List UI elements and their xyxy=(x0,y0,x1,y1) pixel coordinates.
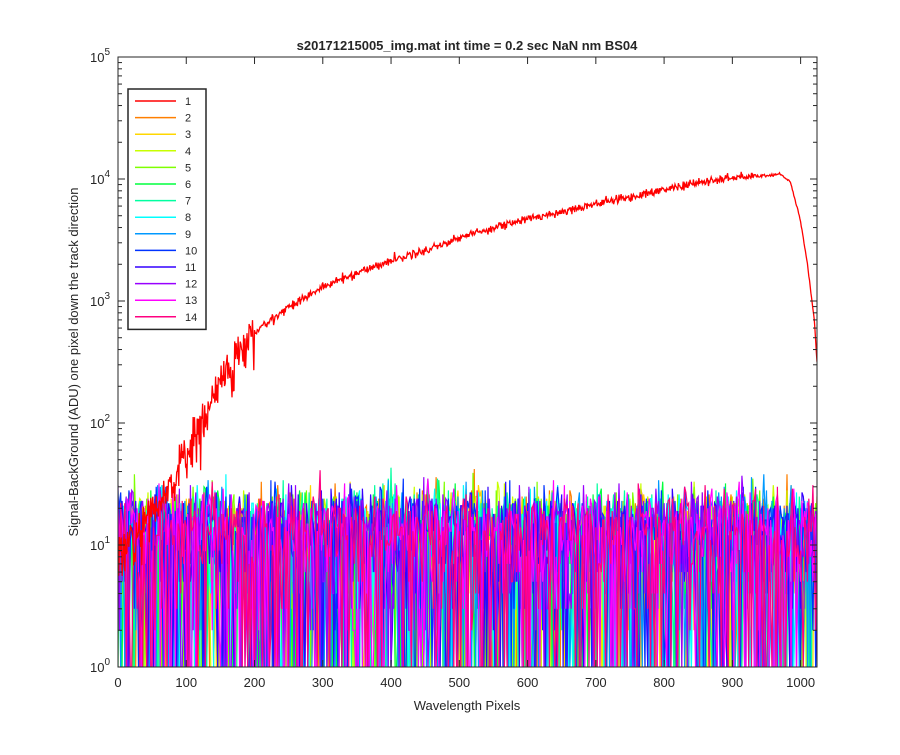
legend-label-1: 1 xyxy=(185,96,191,108)
legend-label-10: 10 xyxy=(185,245,197,257)
legend-label-14: 14 xyxy=(185,312,197,324)
legend-box xyxy=(127,88,207,331)
chart-title: s20171215005_img.mat int time = 0.2 sec … xyxy=(297,38,638,53)
x-tick-label: 0 xyxy=(114,675,121,690)
y-tick-label: 100 xyxy=(90,657,110,675)
x-tick-label: 500 xyxy=(448,675,470,690)
legend-label-3: 3 xyxy=(185,129,191,141)
legend-label-12: 12 xyxy=(185,279,197,291)
legend-label-9: 9 xyxy=(185,229,191,241)
y-tick-label: 101 xyxy=(90,535,110,553)
x-tick-label: 200 xyxy=(244,675,266,690)
y-axis-label: Signal-BackGround (ADU) one pixel down t… xyxy=(66,187,81,536)
y-tick-label: 102 xyxy=(90,413,110,431)
y-tick-label: 105 xyxy=(90,47,110,65)
legend-label-8: 8 xyxy=(185,212,191,224)
legend-label-2: 2 xyxy=(185,113,191,125)
x-tick-label: 700 xyxy=(585,675,607,690)
legend-label-11: 11 xyxy=(185,262,196,274)
series-line-13 xyxy=(118,478,817,667)
x-axis-label: Wavelength Pixels xyxy=(414,698,521,713)
x-tick-label: 1000 xyxy=(786,675,815,690)
x-tick-label: 900 xyxy=(722,675,744,690)
axes: 0 100 200 300 400 500 600 700 800 900 100010010110… xyxy=(90,47,818,690)
x-tick-label: 800 xyxy=(653,675,675,690)
series-line-5 xyxy=(118,472,817,667)
y-tick-label: 104 xyxy=(90,169,110,187)
series-line-1 xyxy=(118,171,817,576)
legend-label-4: 4 xyxy=(185,146,191,158)
series-line-14 xyxy=(118,470,817,667)
plot-area xyxy=(118,171,817,667)
legend-label-6: 6 xyxy=(185,179,191,191)
x-tick-label: 400 xyxy=(380,675,402,690)
x-tick-label: 600 xyxy=(517,675,539,690)
x-tick-label: 100 xyxy=(175,675,197,690)
y-tick-label: 103 xyxy=(90,291,110,309)
x-tick-label: 300 xyxy=(312,675,334,690)
legend-label-13: 13 xyxy=(185,295,197,307)
axes-box xyxy=(117,56,818,668)
legend-label-5: 5 xyxy=(185,162,191,174)
legend-label-7: 7 xyxy=(185,196,191,208)
